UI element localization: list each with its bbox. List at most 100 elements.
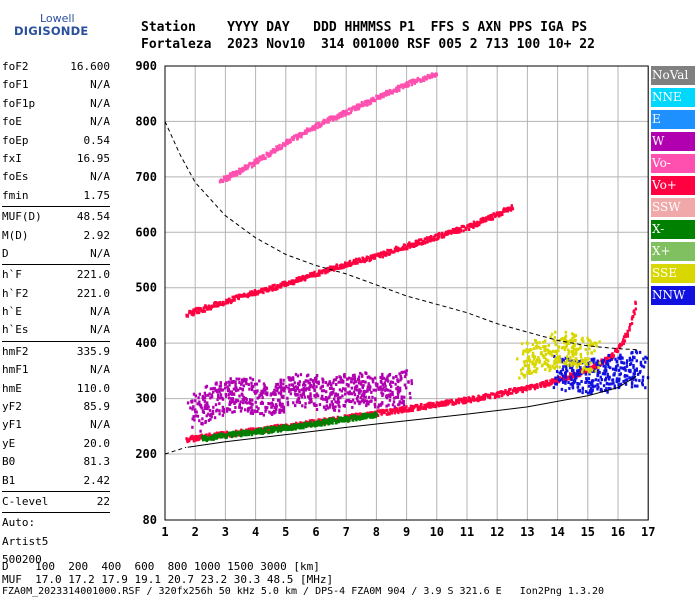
echo-point <box>208 408 212 412</box>
echo-point <box>296 374 300 378</box>
echo-point <box>195 434 198 438</box>
echo-point <box>548 349 551 353</box>
echo-point <box>245 166 248 170</box>
echo-point <box>359 400 362 404</box>
echo-point <box>573 342 577 346</box>
echo-point <box>241 168 244 172</box>
echo-point <box>279 392 283 396</box>
echo-point <box>384 93 388 97</box>
echo-point <box>235 173 239 177</box>
echo-point <box>257 407 260 411</box>
echo-point <box>217 304 220 308</box>
echo-point <box>577 389 580 393</box>
echo-point <box>555 382 558 386</box>
echo-point <box>235 429 238 433</box>
echo-point <box>391 390 394 394</box>
echo-point <box>214 301 218 305</box>
echo-point <box>575 351 578 355</box>
echo-point <box>364 416 368 420</box>
echo-point <box>564 370 567 374</box>
echo-point <box>343 416 346 420</box>
echo-point <box>368 102 371 106</box>
echo-point <box>538 361 541 364</box>
echo-point <box>587 380 590 384</box>
echo-point <box>198 434 201 438</box>
echo-point <box>278 408 281 412</box>
echo-point <box>610 357 613 361</box>
echo-point <box>595 344 598 348</box>
echo-point <box>237 388 240 392</box>
param-label: fxI <box>2 151 22 165</box>
echo-point <box>386 90 389 94</box>
echo-point <box>225 299 228 303</box>
echo-point <box>218 409 221 413</box>
echo-point <box>381 408 384 412</box>
echo-point <box>390 380 393 384</box>
echo-point <box>564 379 567 383</box>
echo-point <box>256 292 259 296</box>
echo-point <box>221 413 225 417</box>
chart-curves <box>164 121 640 455</box>
echo-point <box>571 332 574 336</box>
echo-point <box>204 421 207 425</box>
echo-point <box>603 378 607 382</box>
echo-point <box>418 407 421 411</box>
echo-point <box>600 378 603 382</box>
plot-frame <box>164 65 649 521</box>
echo-point <box>542 356 546 360</box>
echo-point <box>565 360 568 364</box>
echo-point <box>262 154 265 158</box>
echo-point <box>212 437 215 441</box>
echo-point <box>287 428 291 431</box>
echo-point <box>597 369 600 373</box>
echo-point <box>527 349 531 353</box>
echo-point <box>390 411 394 415</box>
echo-point <box>224 394 228 398</box>
echo-point <box>547 364 550 368</box>
echo-point <box>315 385 318 389</box>
echo-point <box>384 384 387 388</box>
echo-point <box>602 384 606 388</box>
echo-point <box>221 180 225 183</box>
echo-point <box>231 299 234 302</box>
echo-point <box>604 360 607 364</box>
echo-point <box>242 384 245 388</box>
echo-point <box>211 304 214 308</box>
echo-point <box>268 402 272 406</box>
x-tick-label: 13 <box>520 525 534 539</box>
echo-point <box>408 407 411 411</box>
echo-point <box>562 361 566 365</box>
echo-point <box>342 109 345 113</box>
echo-point <box>313 421 316 425</box>
echo-point <box>498 211 502 215</box>
echo-point <box>277 426 280 430</box>
echo-point <box>223 302 226 306</box>
echo-point <box>301 132 304 135</box>
echo-point <box>354 108 357 112</box>
echo-point <box>586 358 589 362</box>
echo-point <box>199 307 202 311</box>
echo-point <box>337 380 340 384</box>
param-label: foEs <box>2 170 29 184</box>
echo-point <box>535 346 538 350</box>
legend-item-ssw: SSW <box>651 198 695 217</box>
echo-point <box>550 378 554 382</box>
echo-point <box>281 281 285 285</box>
echo-point <box>353 393 357 397</box>
echo-point <box>408 391 412 395</box>
echo-point <box>323 423 326 427</box>
echo-point <box>397 246 400 250</box>
echo-point <box>191 417 194 421</box>
echo-point <box>283 424 286 428</box>
echo-point <box>263 427 266 431</box>
echo-point <box>393 250 396 254</box>
param-group-virtual-heights: h`F 221.0 h`F2 221.0 h`E N/A h`Es N/A <box>2 266 110 340</box>
echo-point <box>487 393 491 397</box>
echo-point <box>448 401 451 405</box>
echo-point <box>617 379 621 383</box>
echo-point <box>525 348 528 351</box>
echo-point <box>212 390 215 394</box>
y-tick-label: 600 <box>135 225 157 239</box>
echo-point <box>233 431 236 435</box>
echo-point <box>565 342 569 346</box>
